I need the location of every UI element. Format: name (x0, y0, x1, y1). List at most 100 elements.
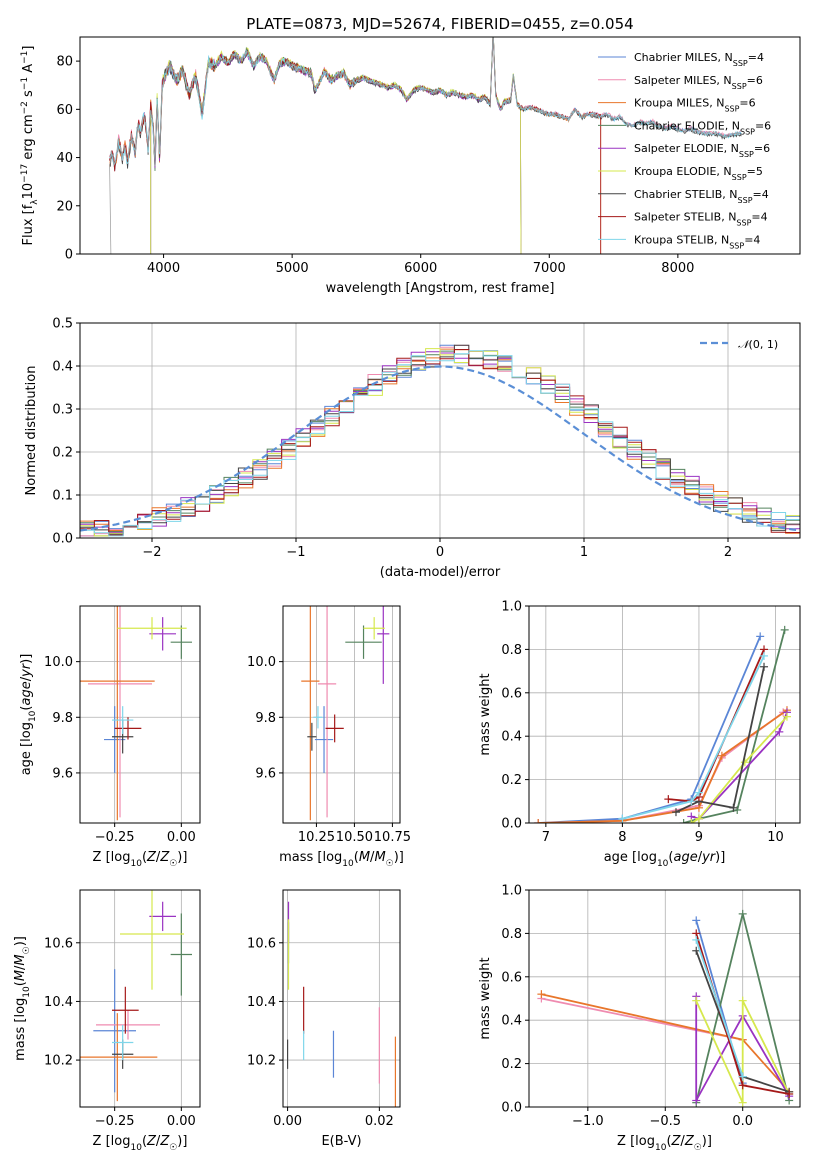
panel-age-vs-Z: −0.25 0.00 9.6 9.8 10.0 Z [log10(Z/Z☉)] age [l… (19, 605, 201, 869)
axes-frame (79, 889, 201, 1108)
axes-frame (79, 605, 201, 824)
y-tick-label: 0.4 (501, 730, 522, 745)
x-tick-label: 10.50 (336, 830, 373, 845)
x-tick-label: 0.00 (273, 1114, 302, 1129)
x-tick-label: 9 (695, 830, 703, 845)
x-tick-label: −2 (142, 545, 161, 560)
x-tick-label: 10.75 (374, 830, 411, 845)
x-tick-label: 0.00 (167, 830, 196, 845)
errorbar-kroupa-stelib (313, 706, 323, 729)
y-tick-label: 9.8 (52, 711, 73, 726)
errorbar-chabrier-miles (314, 706, 334, 773)
axes-frame (282, 889, 401, 1108)
y-tick-label: 0.6 (501, 970, 522, 985)
panel-residuals: −2 −1 0 1 2 0.0 0.1 0.2 0.3 0.4 0.5 (data-model)/er… (24, 317, 801, 580)
errorbar-kroupa-miles (80, 606, 155, 821)
y-tick-label: 0.4 (501, 1014, 522, 1029)
plot-area (80, 344, 800, 537)
x-tick-label: 4000 (147, 261, 180, 276)
legend-label-kroupa-stelib: Kroupa STELIB, NSSP=4 (634, 233, 760, 250)
x-tick-label: 7 (542, 830, 550, 845)
weight-series-kroupa-elodie (687, 712, 791, 823)
x-tick-label: 10.25 (298, 830, 335, 845)
legend-label-salpeter-elodie: Salpeter ELODIE, NSSP=6 (634, 142, 770, 159)
weight-series-kroupa-stelib (692, 935, 747, 1081)
x-axis-label: wavelength [Angstrom, rest frame] (326, 281, 555, 296)
y-tick-label: 0 (65, 248, 73, 263)
errorbar-kroupa-miles (80, 1013, 158, 1102)
axes-frame (282, 605, 401, 824)
x-tick-label: 10 (767, 830, 784, 845)
x-tick-label: −0.25 (95, 1114, 135, 1129)
y-tick-label: 0.8 (501, 643, 522, 658)
y-tick-label: 0.2 (501, 1057, 522, 1072)
x-axis-label: age [log10(age/yr)] (604, 850, 726, 869)
histogram-kroupa-stelib (80, 350, 800, 537)
errorbar-kroupa-elodie (117, 617, 187, 640)
panel-age-vs-mass: 10.25 10.50 10.75 9.6 9.8 10.0 mass [log10(M/M… (247, 605, 411, 869)
y-tick-label: 60 (56, 103, 73, 118)
x-axis-label: (data-model)/error (380, 565, 501, 580)
y-tick-label: 1.0 (501, 884, 522, 899)
legend-label-chabrier-elodie: Chabrier ELODIE, NSSP=6 (634, 119, 771, 136)
y-tick-label: 10.6 (247, 936, 276, 951)
y-tick-label: 0.0 (501, 817, 522, 832)
legend-label-salpeter-stelib: Salpeter STELIB, NSSP=4 (634, 211, 768, 228)
x-tick-label: −1.0 (572, 1114, 604, 1129)
errorbar-salpeter-stelib (325, 714, 344, 743)
legend-label-chabrier-miles: Chabrier MILES, NSSP=4 (634, 51, 764, 68)
errorbar-kroupa-elodie (363, 617, 385, 640)
axes-frame (528, 605, 801, 824)
errorbar-salpeter-stelib (112, 986, 139, 1034)
y-tick-label: 10.2 (44, 1054, 73, 1069)
x-axis-label: Z [log10(Z/Z☉)] (93, 850, 188, 869)
x-tick-label: 0.0 (732, 1114, 753, 1129)
y-tick-label: 20 (56, 199, 73, 214)
spectrum-legend: Chabrier MILES, NSSP=4 Salpeter MILES, NS… (598, 51, 771, 250)
errorbar-kroupa-elodie (120, 890, 184, 990)
plot-area (537, 909, 794, 1107)
y-tick-label: 0.1 (52, 489, 73, 504)
legend-label-salpeter-miles: Salpeter MILES, NSSP=6 (634, 74, 763, 91)
figure-title: PLATE=0873, MJD=52674, FIBERID=0455, z=0… (246, 15, 633, 33)
legend-label-kroupa-elodie: Kroupa ELODIE, NSSP=5 (634, 165, 763, 182)
y-tick-label: 9.6 (255, 766, 276, 781)
x-axis-label: Z [log10(Z/Z☉)] (617, 1134, 712, 1153)
weight-series-chabrier-stelib (671, 662, 769, 817)
normal-curve (80, 365, 800, 532)
plot-area (109, 37, 742, 254)
panel-spectrum: 4000 5000 6000 7000 8000 0 20 40 60 80 wavelength … (20, 36, 801, 296)
y-tick-label: 9.8 (255, 711, 276, 726)
y-tick-label: 0.2 (52, 446, 73, 461)
y-axis-label: Flux [fλ10−17 erg cm−2 s−1 A−1] (20, 46, 40, 246)
y-axis-label: mass weight (478, 957, 493, 1039)
x-tick-label: 8 (618, 830, 626, 845)
x-axis-label: mass [log10(M/M☉)] (279, 850, 404, 869)
y-axis-label: Normed distribution (24, 366, 39, 496)
y-tick-label: 40 (56, 151, 73, 166)
y-tick-label: 10.4 (247, 995, 276, 1010)
errorbar-salpeter-miles (317, 606, 337, 818)
errorbar-chabrier-miles (104, 706, 126, 773)
y-tick-label: 0.8 (501, 927, 522, 942)
histogram-salpeter-stelib (80, 349, 800, 536)
residuals-legend: 𝒩(0, 1) (700, 338, 778, 351)
x-tick-label: −1 (286, 545, 305, 560)
x-tick-label: 0.02 (365, 1114, 394, 1129)
errorbar-salpeter-elodie (377, 606, 390, 684)
y-tick-label: 0.6 (501, 686, 522, 701)
errorbar-salpeter-elodie (149, 901, 176, 932)
plot-area (301, 606, 390, 821)
plot-area (534, 625, 791, 823)
legend-label-chabrier-stelib: Chabrier STELIB, NSSP=4 (634, 188, 769, 205)
observed-spectrum-line (109, 37, 742, 254)
plot-area (286, 901, 397, 1107)
panel-mass-vs-ebv: 0.00 0.02 10.2 10.4 10.6 E(B-V) (247, 889, 401, 1149)
errorbar-chabrier-elodie (170, 913, 192, 996)
y-tick-label: 10.0 (247, 655, 276, 670)
errorbar-salpeter-stelib (114, 717, 142, 740)
y-axis-label: mass [log10(M/M☉)] (13, 936, 32, 1061)
errorbar-chabrier-miles (93, 969, 136, 1093)
x-tick-label: 0 (436, 545, 444, 560)
